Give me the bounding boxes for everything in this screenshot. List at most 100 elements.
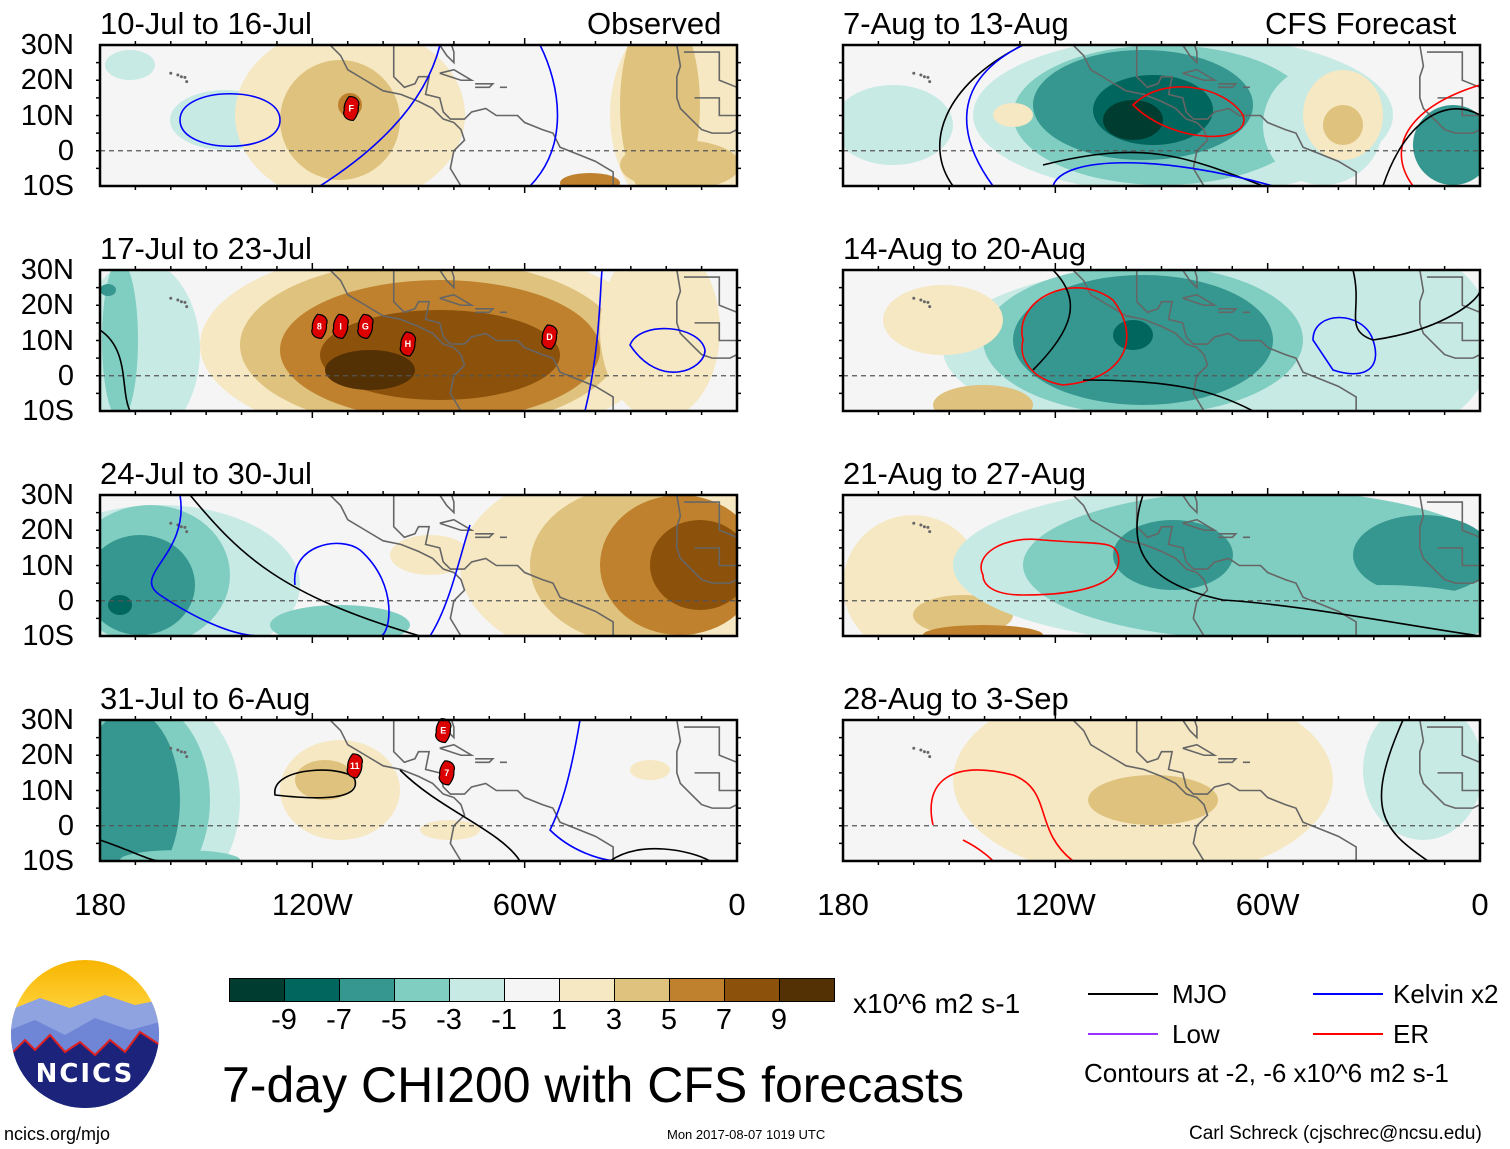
chi200-shading bbox=[620, 140, 737, 186]
hurricane-icon bbox=[541, 324, 558, 350]
storm-label: D bbox=[546, 332, 553, 342]
coastline bbox=[1437, 547, 1480, 567]
lat-label: 30N bbox=[20, 254, 74, 286]
lon-label: 60W bbox=[492, 887, 557, 922]
coastline bbox=[1071, 270, 1209, 411]
coastline bbox=[1161, 45, 1198, 65]
chi200-shading bbox=[650, 520, 737, 610]
coastline bbox=[439, 743, 475, 757]
lon-label: 0 bbox=[1471, 887, 1489, 922]
lat-label: 20N bbox=[20, 514, 74, 547]
lat-label: 10S bbox=[22, 845, 74, 877]
coastline bbox=[475, 307, 495, 314]
hurricane-icon bbox=[438, 760, 455, 786]
site-url[interactable]: ncics.org/mjo bbox=[4, 1124, 111, 1144]
chi200-shading bbox=[913, 595, 1013, 635]
coastline bbox=[328, 495, 466, 636]
map-canvas: F bbox=[96, 38, 741, 193]
panel-title: 7-Aug to 13-Aug bbox=[843, 6, 1069, 41]
chi200-shading bbox=[270, 605, 410, 636]
storm-label: 7 bbox=[444, 768, 449, 778]
chi200-shading bbox=[108, 595, 132, 615]
storm-marker: H bbox=[399, 331, 417, 357]
lon-label: 180 bbox=[74, 887, 126, 922]
hawaii-island bbox=[922, 750, 926, 754]
coastline bbox=[1182, 293, 1218, 307]
coastline bbox=[694, 772, 737, 792]
chi200-shading bbox=[933, 385, 1033, 411]
colorbar bbox=[229, 978, 835, 1002]
mjo-contour bbox=[100, 329, 131, 411]
coastline bbox=[1426, 51, 1480, 89]
chi200-shading bbox=[100, 284, 116, 296]
hawaii-island bbox=[922, 300, 926, 304]
chi200-shading bbox=[100, 535, 195, 635]
chi200-shading bbox=[1103, 100, 1163, 140]
coastline bbox=[439, 518, 475, 532]
chi200-shading bbox=[560, 173, 620, 186]
hawaii-island bbox=[912, 296, 916, 300]
coastline bbox=[328, 45, 466, 186]
chi200-shading bbox=[390, 535, 470, 575]
storm-label: I bbox=[339, 321, 342, 331]
mjo-contour bbox=[274, 769, 357, 799]
lat-label: 0 bbox=[57, 134, 74, 167]
map-canvas bbox=[839, 38, 1484, 193]
coastline bbox=[1071, 45, 1209, 186]
chi200-shading bbox=[1088, 775, 1218, 825]
lat-label: 0 bbox=[57, 359, 74, 392]
hurricane-icon bbox=[332, 313, 349, 340]
hurricane-icon bbox=[346, 753, 363, 779]
timestamp: Mon 2017-08-07 1019 UTC bbox=[667, 1127, 826, 1142]
storm-marker: 8 bbox=[311, 313, 328, 340]
hawaii-island bbox=[183, 300, 187, 304]
colorbar-label: -1 bbox=[491, 1004, 517, 1036]
chi200-shading bbox=[1263, 585, 1480, 636]
hurricane-icon bbox=[343, 95, 360, 122]
chi200-shading bbox=[1113, 320, 1153, 350]
lat-label: 10S bbox=[22, 620, 74, 652]
legend-low: Low bbox=[1172, 1019, 1220, 1049]
colorbar-swatch bbox=[230, 979, 285, 1001]
coastline bbox=[676, 45, 737, 134]
coastline bbox=[683, 276, 737, 314]
coastline bbox=[1182, 518, 1218, 532]
lon-label: 120W bbox=[1014, 887, 1096, 922]
hawaii-island bbox=[169, 521, 173, 525]
hawaii-island bbox=[169, 296, 173, 300]
map-panel bbox=[839, 488, 1484, 643]
hurricane-icon bbox=[399, 331, 417, 357]
lat-label: 10S bbox=[22, 395, 74, 427]
coastline bbox=[1419, 495, 1480, 584]
coastline bbox=[1437, 97, 1480, 117]
storm-label: H bbox=[405, 339, 412, 349]
coastline bbox=[1419, 270, 1480, 359]
colorbar-label: 1 bbox=[550, 1004, 568, 1036]
hawaii-island bbox=[912, 521, 916, 525]
storm-label: E bbox=[440, 726, 446, 736]
chi200-shading bbox=[883, 285, 1003, 355]
coastline bbox=[694, 97, 737, 117]
kelvin-contour bbox=[319, 45, 441, 186]
coastline bbox=[1071, 495, 1209, 636]
hawaii-island bbox=[928, 755, 932, 759]
lat-label: 10N bbox=[20, 549, 74, 582]
mjo-contour bbox=[1380, 720, 1429, 861]
panel-title: 10-Jul to 16-Jul bbox=[100, 6, 312, 41]
chi200-shading bbox=[102, 270, 138, 411]
storm-marker: 7 bbox=[438, 760, 455, 786]
storm-label: F bbox=[349, 103, 355, 113]
map-panel bbox=[96, 488, 741, 643]
kelvin-contour bbox=[294, 542, 390, 636]
panel-title: 28-Aug to 3-Sep bbox=[843, 681, 1069, 716]
coastline bbox=[328, 270, 466, 411]
lat-label: 30N bbox=[20, 29, 74, 61]
coastline bbox=[1135, 270, 1357, 411]
legend-kelvin-line bbox=[1313, 993, 1383, 995]
hawaii-island bbox=[179, 525, 183, 529]
lat-label: 10N bbox=[20, 324, 74, 357]
colorbar-swatch bbox=[285, 979, 340, 1001]
storm-marker: I bbox=[332, 313, 349, 340]
hawaii-island bbox=[919, 73, 923, 77]
